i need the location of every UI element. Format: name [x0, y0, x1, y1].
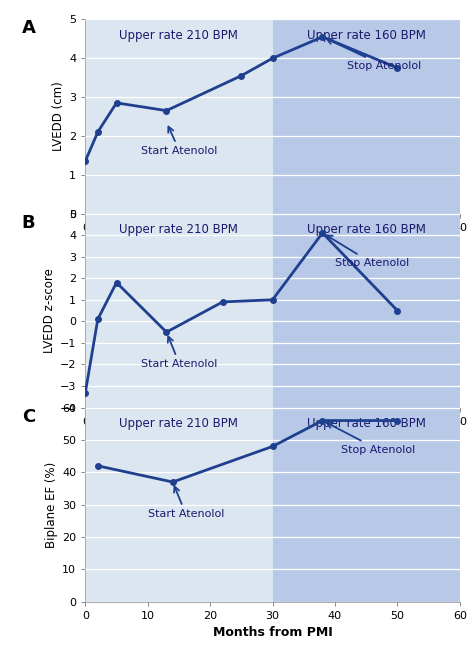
- Text: Stop Atenolol: Stop Atenolol: [327, 39, 422, 71]
- Text: Stop Atenolol: Stop Atenolol: [327, 422, 415, 455]
- Y-axis label: LVEDD z-score: LVEDD z-score: [43, 268, 55, 353]
- Y-axis label: Biplane EF (%): Biplane EF (%): [45, 461, 58, 548]
- Bar: [85, 19, 273, 214]
- Text: A: A: [22, 19, 36, 38]
- Text: Upper rate 210 BPM: Upper rate 210 BPM: [119, 417, 238, 430]
- X-axis label: Months from PMI: Months from PMI: [213, 432, 332, 445]
- Y-axis label: LVEDD (cm): LVEDD (cm): [52, 82, 65, 151]
- Text: C: C: [22, 408, 35, 426]
- Text: Upper rate 160 BPM: Upper rate 160 BPM: [307, 223, 426, 236]
- Bar: [85, 408, 273, 602]
- Text: Upper rate 160 BPM: Upper rate 160 BPM: [307, 29, 426, 42]
- X-axis label: Months from PMI: Months from PMI: [213, 626, 332, 639]
- Bar: [85, 214, 273, 408]
- Text: Start Atenolol: Start Atenolol: [141, 127, 218, 157]
- Text: Start Atenolol: Start Atenolol: [148, 487, 224, 520]
- Bar: [273, 19, 460, 214]
- Text: Upper rate 160 BPM: Upper rate 160 BPM: [307, 417, 426, 430]
- Text: Upper rate 210 BPM: Upper rate 210 BPM: [119, 29, 238, 42]
- X-axis label: Months from PMI: Months from PMI: [213, 238, 332, 251]
- Bar: [273, 214, 460, 408]
- Text: Stop Atenolol: Stop Atenolol: [327, 236, 409, 268]
- Bar: [273, 408, 460, 602]
- Text: Upper rate 210 BPM: Upper rate 210 BPM: [119, 223, 238, 236]
- Text: Start Atenolol: Start Atenolol: [141, 336, 218, 369]
- Text: B: B: [22, 214, 35, 232]
